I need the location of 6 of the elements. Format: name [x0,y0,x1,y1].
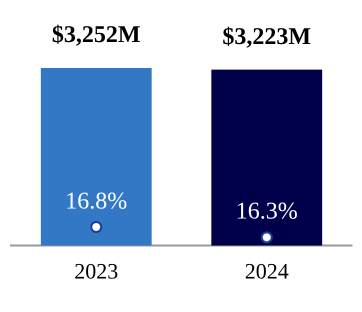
data-label: 16.3% [236,198,298,225]
data-label: 16.8% [65,188,128,214]
data-label: $3,223M [222,24,312,50]
x-tick-label: 2023 [74,258,118,284]
data-label: $3,252M [52,22,141,48]
x-tick-label: 2024 [244,258,289,284]
